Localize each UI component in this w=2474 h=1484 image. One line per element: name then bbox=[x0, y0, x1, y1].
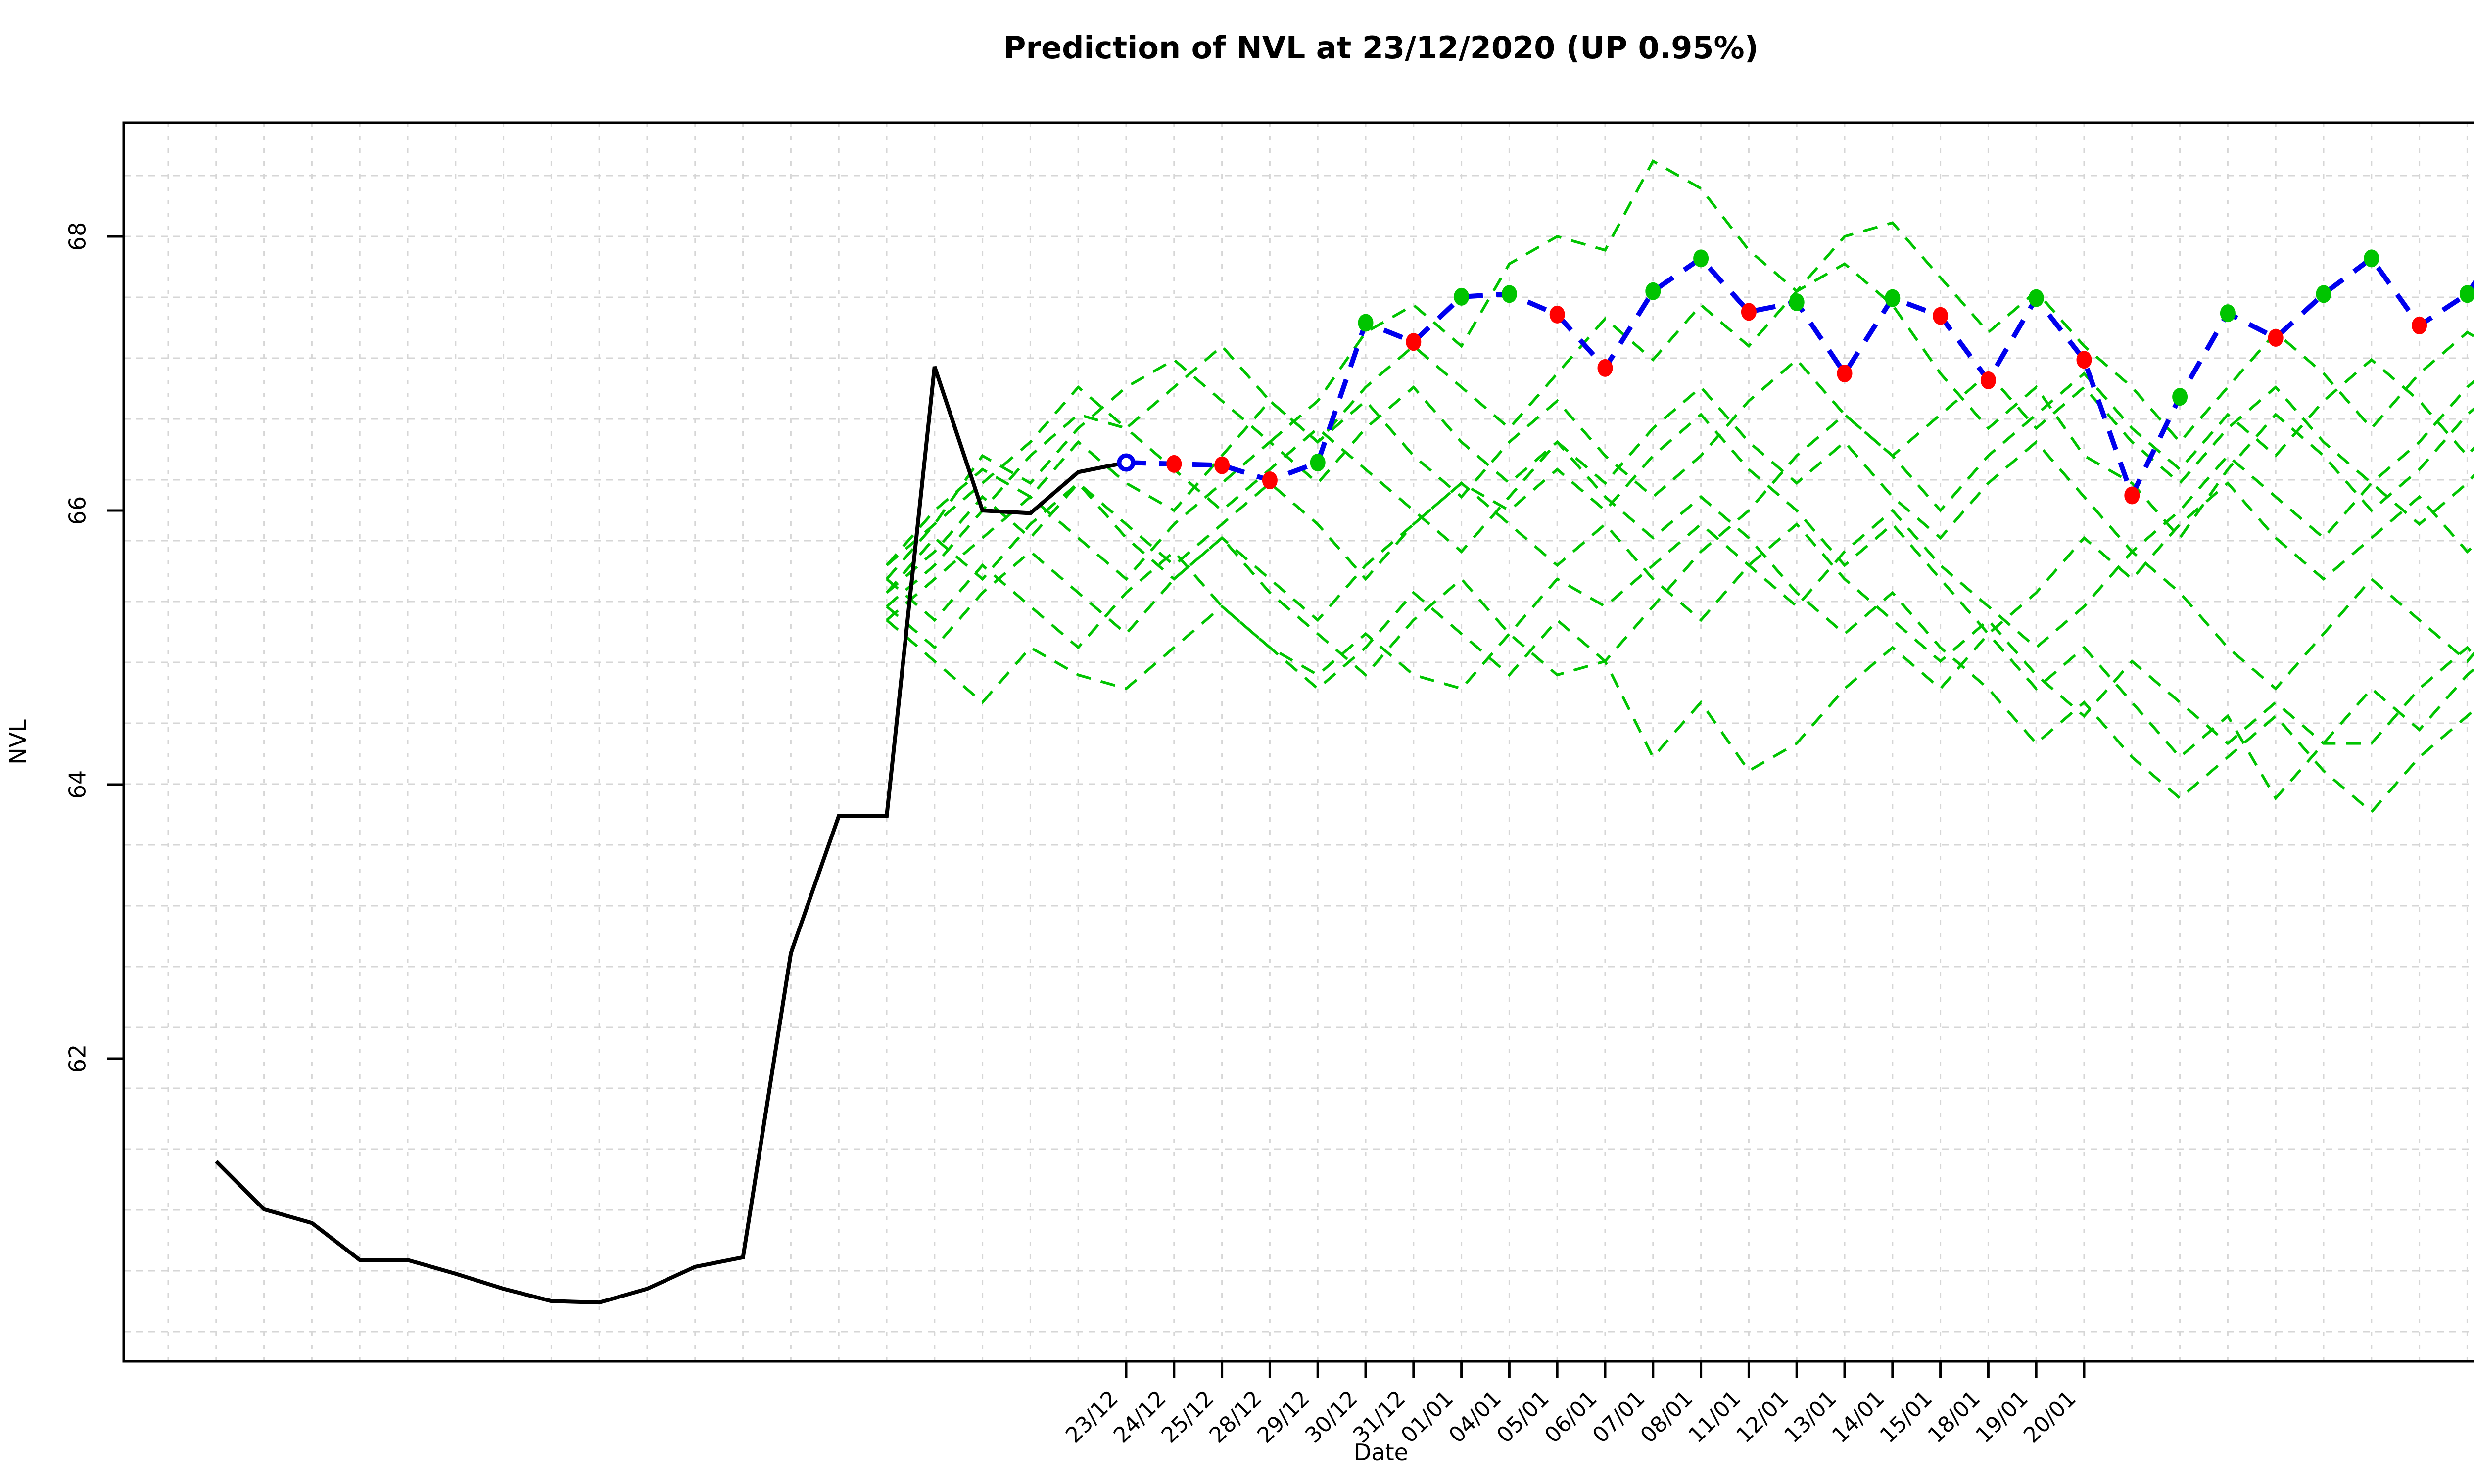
prediction-up-marker bbox=[1501, 285, 1517, 303]
y-axis-title: NVL bbox=[4, 719, 31, 765]
prediction-up-marker bbox=[2220, 304, 2236, 323]
prediction-line bbox=[1126, 255, 2474, 502]
prediction-down-marker bbox=[1166, 455, 1182, 473]
prediction-down-marker bbox=[1837, 365, 1853, 382]
prediction-down-marker bbox=[1262, 471, 1278, 490]
prediction-down-marker bbox=[1933, 307, 1949, 325]
plot-box bbox=[122, 121, 2474, 1363]
x-axis-title: Date bbox=[1354, 1439, 1408, 1466]
prediction-up-marker bbox=[2316, 285, 2331, 303]
simulation-path bbox=[886, 413, 2474, 801]
chart-title: Prediction of NVL at 23/12/2020 (UP 0.95… bbox=[1003, 30, 1759, 66]
prediction-up-marker bbox=[2459, 285, 2474, 303]
prediction-down-marker bbox=[1214, 456, 1230, 474]
prediction-down-marker bbox=[1549, 305, 1565, 324]
simulation-path bbox=[885, 221, 2474, 566]
prediction-up-marker bbox=[1310, 454, 1326, 472]
history-line bbox=[214, 366, 1127, 1305]
prediction-down-marker bbox=[2124, 486, 2140, 505]
prediction-up-marker bbox=[1693, 249, 1709, 268]
prediction-up-marker bbox=[2364, 249, 2379, 268]
prediction-start-marker bbox=[1117, 453, 1136, 472]
prediction-down-marker bbox=[2076, 351, 2092, 369]
prediction-up-marker bbox=[1789, 293, 1805, 311]
prediction-up-marker bbox=[1358, 314, 1374, 332]
prediction-down-marker bbox=[2268, 328, 2284, 347]
y-tick-label: 62 bbox=[64, 1044, 91, 1073]
prediction-up-marker bbox=[1885, 289, 1901, 307]
prediction-down-marker bbox=[1597, 359, 1613, 377]
simulation-path bbox=[886, 344, 2474, 566]
prediction-up-marker bbox=[2028, 289, 2044, 307]
simulation-path bbox=[885, 358, 2474, 677]
y-tick-label: 64 bbox=[64, 770, 91, 799]
prediction-up-marker bbox=[1645, 282, 1661, 300]
simulation-path bbox=[886, 481, 2474, 773]
y-tick-label: 68 bbox=[64, 222, 91, 251]
prediction-down-marker bbox=[1741, 303, 1757, 321]
prediction-down-marker bbox=[1406, 333, 1422, 351]
simulation-path bbox=[886, 509, 2474, 704]
y-tick-label: 66 bbox=[64, 496, 91, 525]
prediction-up-marker bbox=[2172, 388, 2188, 406]
simulation-path bbox=[886, 481, 2474, 745]
prediction-up-marker bbox=[1454, 287, 1470, 306]
prediction-down-marker bbox=[2412, 317, 2427, 335]
simulation-path bbox=[886, 385, 2474, 814]
prediction-down-marker bbox=[1980, 371, 1996, 389]
